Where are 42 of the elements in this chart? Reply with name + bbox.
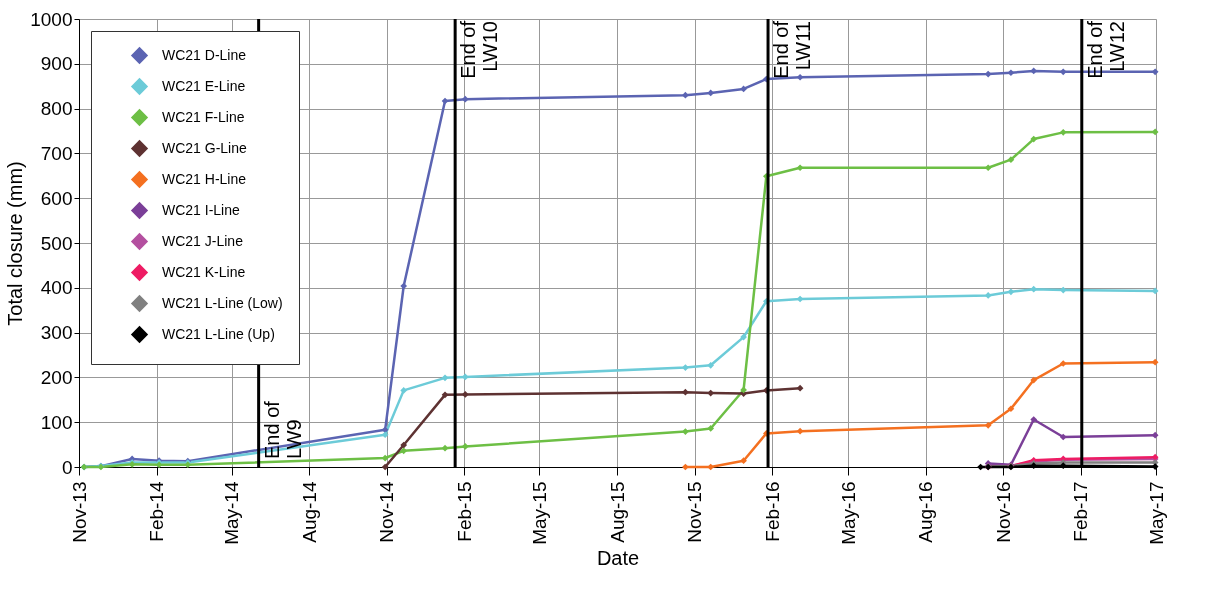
x-tick-label: Aug-14 — [298, 481, 320, 543]
y-tick-label: 700 — [40, 142, 73, 164]
x-tick-label: Feb-17 — [1070, 481, 1092, 542]
legend-label: WC21 J-Line — [162, 232, 244, 249]
x-tick-label: May-15 — [528, 481, 550, 545]
y-axis-title: Total closure (mm) — [4, 161, 27, 326]
legend-label: WC21 I-Line — [162, 201, 241, 218]
legend-label: WC21 L-Line (Up) — [162, 325, 275, 342]
x-tick-label: Nov-13 — [68, 481, 90, 543]
x-tick-label: Feb-16 — [761, 481, 783, 542]
x-axis-title: Date — [596, 546, 640, 569]
legend-label: WC21 L-Line (Low) — [162, 294, 283, 311]
y-tick-label: 100 — [40, 411, 73, 433]
y-tick-label: 0 — [61, 456, 73, 478]
x-tick-label: May-17 — [1145, 481, 1167, 545]
x-tick-label: Nov-15 — [684, 481, 706, 543]
x-tick-label: Feb-15 — [453, 481, 475, 542]
legend-label: WC21 K-Line — [162, 263, 246, 280]
legend-label: WC21 G-Line — [162, 139, 248, 156]
ref-line-label: End of LW10 — [457, 20, 502, 79]
ref-line-label: End of LW11 — [770, 20, 815, 79]
y-tick-label: 300 — [40, 322, 73, 344]
x-tick-label: May-16 — [837, 481, 859, 545]
y-tick-label: 600 — [40, 187, 73, 209]
y-tick-label: 900 — [40, 53, 73, 75]
y-tick-label: 800 — [40, 98, 73, 120]
y-tick-label: 200 — [40, 366, 73, 388]
x-tick-label: Feb-14 — [146, 481, 168, 542]
x-tick-label: Nov-16 — [992, 481, 1014, 543]
ref-line-label: End of LW9 — [260, 400, 305, 459]
x-tick-label: May-14 — [221, 481, 243, 545]
y-tick-label: 1000 — [30, 8, 73, 30]
legend-label: WC21 E-Line — [162, 77, 246, 94]
legend-label: WC21 H-Line — [162, 170, 247, 187]
y-tick-label: 500 — [40, 232, 73, 254]
legend-label: WC21 F-Line — [162, 108, 245, 125]
x-tick-label: Nov-14 — [376, 481, 398, 543]
legend-label: WC21 D-Line — [162, 46, 247, 63]
x-tick-label: Aug-16 — [915, 481, 937, 543]
y-tick-label: 400 — [40, 277, 73, 299]
x-tick-label: Aug-15 — [606, 481, 628, 543]
ref-line-label: End of LW12 — [1083, 20, 1128, 79]
